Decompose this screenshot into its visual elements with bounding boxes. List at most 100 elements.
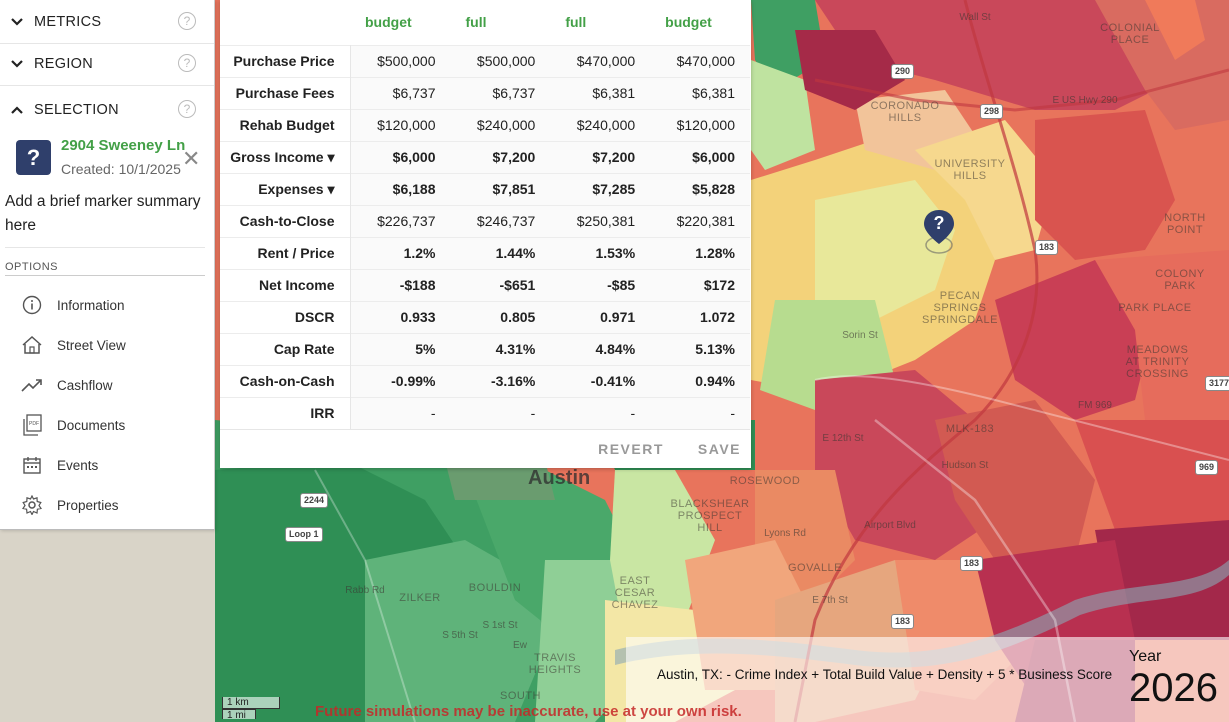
column-header[interactable]: full [565, 14, 587, 31]
option-label: Documents [57, 417, 126, 433]
table-cell[interactable]: -0.41% [550, 364, 651, 397]
table-cell[interactable]: $7,285 [550, 172, 651, 205]
table-cell[interactable]: $6,381 [650, 76, 750, 109]
help-icon[interactable]: ? [178, 54, 196, 72]
highway-shield: 183 [960, 556, 984, 571]
option-information[interactable]: Information [0, 285, 214, 325]
table-cell[interactable]: $240,000 [450, 108, 551, 141]
table-cell[interactable]: -$651 [450, 268, 551, 301]
close-icon[interactable]: ✕ [182, 146, 201, 171]
question-icon: ? [16, 140, 51, 175]
table-row: Cash-to-Close $226,737 $246,737 $250,381 $22… [220, 204, 750, 237]
table-cell[interactable]: - [550, 396, 651, 430]
table-cell[interactable]: 5% [350, 332, 451, 365]
table-cell[interactable]: 4.84% [550, 332, 651, 365]
table-cell[interactable]: 1.28% [650, 236, 750, 269]
option-street-view[interactable]: Street View [0, 325, 214, 365]
help-icon[interactable]: ? [178, 100, 196, 118]
table-cell[interactable]: $120,000 [350, 108, 451, 141]
table-cell[interactable]: $470,000 [550, 44, 651, 77]
table-cell[interactable]: $500,000 [450, 44, 551, 77]
table-cell[interactable]: $500,000 [350, 44, 451, 77]
table-cell[interactable]: -$85 [550, 268, 651, 301]
table-cell[interactable]: - [450, 396, 551, 430]
revert-button[interactable]: REVERT [598, 441, 664, 457]
table-cell[interactable]: $7,200 [550, 140, 651, 173]
table-cell[interactable]: 4.31% [450, 332, 551, 365]
calendar-icon [17, 455, 47, 475]
map-pin-icon [924, 210, 954, 254]
highway-shield: 3177 [1205, 376, 1229, 391]
option-label: Street View [57, 337, 126, 353]
street-view-icon [17, 335, 47, 355]
table-cell[interactable]: 0.933 [350, 300, 451, 333]
table-cell[interactable]: $6,737 [450, 76, 551, 109]
table-row: Net Income -$188 -$651 -$85 $172 [220, 268, 750, 301]
table-cell[interactable]: $6,000 [350, 140, 451, 173]
table-cell[interactable]: -$188 [350, 268, 451, 301]
divider [5, 247, 205, 248]
table-cell[interactable]: -0.99% [350, 364, 451, 397]
table-cell[interactable]: $240,000 [550, 108, 651, 141]
table-cell[interactable]: $6,000 [650, 140, 750, 173]
table-row: Cash-on-Cash -0.99% -3.16% -0.41% 0.94% [220, 364, 750, 397]
map-label-airport: Airport Blvd [864, 520, 916, 531]
selection-summary[interactable]: Add a brief marker summary here [5, 193, 201, 234]
table-cell[interactable]: - [650, 396, 750, 430]
table-cell[interactable]: 0.971 [550, 300, 651, 333]
map-label-fm969: FM 969 [1078, 400, 1112, 411]
options-heading: OPTIONS [5, 261, 59, 273]
table-cell[interactable]: -3.16% [450, 364, 551, 397]
table-cell[interactable]: $246,737 [450, 204, 551, 237]
map-label-bouldin: BOULDIN [468, 582, 522, 594]
option-label: Properties [57, 497, 119, 513]
section-region[interactable]: REGION ? [0, 42, 214, 86]
table-cell[interactable]: 1.072 [650, 300, 750, 333]
table-cell[interactable]: 1.53% [550, 236, 651, 269]
map-label-lyons: Lyons Rd [764, 528, 806, 539]
table-cell[interactable]: $6,381 [550, 76, 651, 109]
help-icon[interactable]: ? [178, 12, 196, 30]
row-label[interactable]: Expenses ▾ [220, 172, 351, 205]
table-cell[interactable]: - [350, 396, 451, 430]
table-cell[interactable]: $226,737 [350, 204, 451, 237]
option-events[interactable]: Events [0, 445, 214, 485]
option-cashflow[interactable]: Cashflow [0, 365, 214, 405]
table-cell[interactable]: 0.805 [450, 300, 551, 333]
table-cell[interactable]: $120,000 [650, 108, 750, 141]
table-cell[interactable]: $250,381 [550, 204, 651, 237]
property-marker[interactable]: ? [922, 208, 956, 258]
table-cell[interactable]: $172 [650, 268, 750, 301]
column-header[interactable]: budget [665, 14, 712, 31]
table-cell[interactable]: $7,851 [450, 172, 551, 205]
table-cell[interactable]: $220,381 [650, 204, 750, 237]
table-cell[interactable]: $6,188 [350, 172, 451, 205]
table-row: Expenses ▾ $6,188 $7,851 $7,285 $5,828 [220, 172, 750, 205]
option-properties[interactable]: Properties [0, 485, 214, 525]
table-cell[interactable]: 1.44% [450, 236, 551, 269]
year-value[interactable]: 2026 [1129, 666, 1218, 710]
table-cell[interactable]: 5.13% [650, 332, 750, 365]
section-selection[interactable]: SELECTION ? [0, 88, 214, 132]
section-label: METRICS [34, 13, 102, 30]
comparison-table: budget full full budget Purchase Price $5… [220, 0, 750, 430]
table-cell[interactable]: $5,828 [650, 172, 750, 205]
save-button[interactable]: SAVE [697, 441, 741, 457]
map-label-coronado: CORONADO HILLS [870, 100, 940, 124]
table-cell[interactable]: $470,000 [650, 44, 750, 77]
selection-title[interactable]: 2904 Sweeney Ln [61, 137, 186, 154]
comparison-panel: budget full full budget Purchase Price $5… [220, 0, 751, 468]
map-label-hudson: Hudson St [941, 460, 989, 471]
row-label[interactable]: Gross Income ▾ [220, 140, 351, 173]
column-header[interactable]: full [465, 14, 487, 31]
section-metrics[interactable]: METRICS ? [0, 0, 214, 44]
column-header[interactable]: budget [365, 14, 412, 31]
table-cell[interactable]: 1.2% [350, 236, 451, 269]
scale-km: 1 km [222, 697, 280, 709]
option-documents[interactable]: PDF Documents [0, 405, 214, 445]
table-cell[interactable]: $6,737 [350, 76, 451, 109]
row-label: Rent / Price [220, 236, 351, 269]
table-cell[interactable]: $7,200 [450, 140, 551, 173]
divider [5, 275, 205, 276]
table-cell[interactable]: 0.94% [650, 364, 750, 397]
